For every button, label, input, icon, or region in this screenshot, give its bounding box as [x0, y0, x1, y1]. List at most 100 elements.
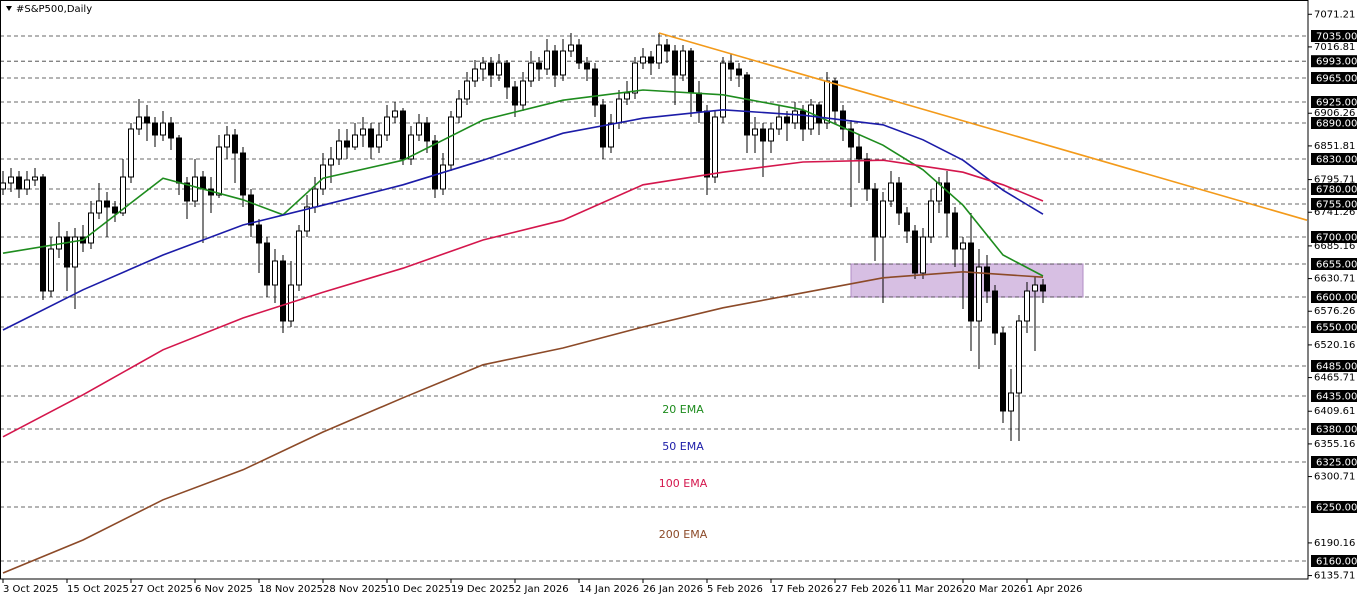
candle-body — [352, 134, 358, 148]
candle-body — [896, 182, 902, 214]
candle-body — [336, 140, 342, 160]
level-label: 6755.00 — [1316, 200, 1357, 211]
level-label-box — [1311, 291, 1357, 303]
candle-body — [472, 68, 478, 82]
level-label-box — [1311, 55, 1357, 68]
menu-icon — [6, 6, 12, 11]
candle-body — [1008, 392, 1014, 412]
ema-line — [2, 159, 1044, 438]
candle-body — [280, 260, 286, 322]
trendline — [658, 32, 1308, 221]
candle-body — [328, 158, 334, 166]
candle-body — [0, 182, 6, 190]
candle-body — [904, 212, 910, 232]
level-label: 7035.00 — [1316, 32, 1357, 43]
y-tick-label: 6795.71 — [1314, 175, 1355, 186]
candle-body — [880, 200, 886, 238]
zone — [850, 263, 1084, 298]
candle-body — [552, 50, 558, 76]
candle-body — [696, 92, 702, 112]
level-label-box — [1311, 258, 1357, 270]
y-tick-label: 6851.81 — [1314, 141, 1355, 152]
candle-body — [384, 116, 390, 136]
candle-body — [168, 122, 174, 139]
x-tick-label: 18 Nov 2025 — [259, 584, 323, 595]
candle-body — [888, 182, 894, 202]
y-tick-label: 7071.21 — [1314, 9, 1355, 20]
candle-body — [568, 44, 574, 52]
plot-area — [0, 32, 1308, 574]
plot-border — [0, 0, 1309, 580]
level-label-box — [1311, 183, 1357, 195]
candle-body — [648, 56, 654, 64]
candle-body — [144, 116, 150, 124]
level-label: 6485.00 — [1316, 362, 1357, 373]
candle-body — [488, 62, 494, 76]
candle-body — [464, 80, 470, 100]
candle-body — [120, 176, 126, 214]
candle-body — [224, 134, 230, 148]
x-tick-label: 5 Feb 2026 — [707, 584, 763, 595]
candle-body — [184, 182, 190, 202]
candle-body — [128, 128, 134, 178]
candle-body — [72, 236, 78, 268]
candle-body — [784, 116, 790, 124]
y-tick-label: 6741.26 — [1314, 207, 1355, 218]
candle-body — [656, 44, 662, 64]
candle-body — [264, 242, 270, 286]
candle-body — [872, 188, 878, 238]
y-tick-label: 6409.61 — [1314, 406, 1355, 417]
level-label-box — [1311, 96, 1357, 108]
candle-body — [1000, 332, 1006, 412]
x-tick-label: 17 Feb 2026 — [771, 584, 833, 595]
y-tick-label: 6135.71 — [1314, 571, 1355, 582]
x-tick-label: 26 Jan 2026 — [643, 584, 703, 595]
level-label: 6160.00 — [1316, 557, 1357, 568]
level-label: 6993.00 — [1316, 57, 1357, 68]
candle-body — [672, 50, 678, 76]
candle-body — [1024, 290, 1030, 322]
chart-title: #S&P500,Daily — [16, 4, 92, 15]
candle-body — [912, 230, 918, 274]
candle-body — [992, 290, 998, 334]
ema-line — [2, 89, 1044, 277]
candle-body — [432, 140, 438, 190]
ema-label: 50 EMA — [662, 440, 704, 453]
candle-body — [848, 128, 854, 148]
candle-body — [248, 194, 254, 226]
candle-body — [64, 236, 70, 268]
level-label: 6965.00 — [1316, 74, 1357, 85]
candle-body — [400, 110, 406, 160]
level-label: 6830.00 — [1316, 155, 1357, 166]
candle-body — [608, 122, 614, 148]
candle-body — [752, 128, 758, 136]
candle-body — [776, 116, 782, 130]
candle-body — [416, 122, 422, 136]
candle-body — [520, 80, 526, 106]
candle-body — [960, 242, 966, 250]
level-label: 6655.00 — [1316, 260, 1357, 271]
level-label-box — [1311, 153, 1357, 165]
candle-body — [984, 266, 990, 292]
level-label-box — [1311, 321, 1357, 333]
candle-body — [856, 146, 862, 160]
level-label: 6600.00 — [1316, 293, 1357, 304]
candle-body — [440, 164, 446, 190]
y-tick-label: 6355.16 — [1314, 439, 1355, 450]
ema-label: 200 EMA — [659, 528, 708, 541]
y-tick-label: 6576.26 — [1314, 306, 1355, 317]
candle-body — [216, 146, 222, 196]
candle-body — [272, 260, 278, 286]
candle-body — [792, 110, 798, 124]
level-label-box — [1311, 555, 1357, 567]
x-tick-label: 1 Apr 2026 — [1027, 584, 1082, 595]
candle-body — [480, 62, 486, 70]
x-tick-label: 19 Dec 2025 — [451, 584, 515, 595]
ema-line — [2, 270, 1044, 574]
candle-body — [112, 206, 118, 214]
level-label: 6925.00 — [1316, 98, 1357, 109]
candle-body — [104, 200, 110, 208]
level-label: 6435.00 — [1316, 392, 1357, 403]
